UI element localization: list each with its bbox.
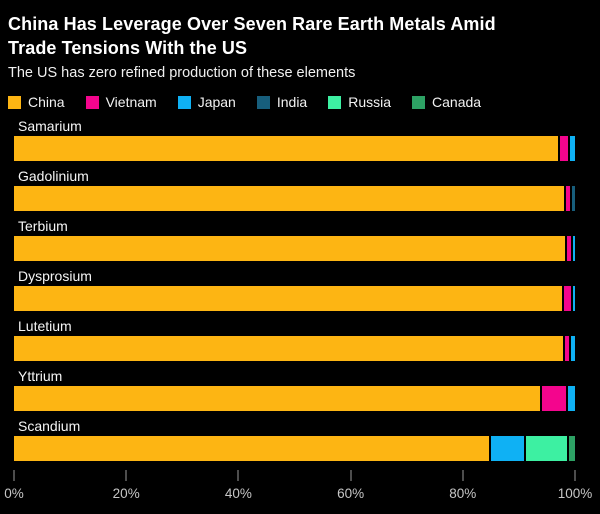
bar-track (14, 336, 575, 361)
bar-label: Yttrium (18, 368, 63, 384)
bar-row: Samarium (14, 118, 575, 161)
axis-tick-label: 20% (112, 486, 140, 501)
legend-item: India (256, 94, 308, 110)
legend-label: Japan (197, 94, 236, 110)
legend-swatch (85, 95, 99, 109)
bar-segment-japan (568, 136, 575, 161)
legend-item: Russia (328, 94, 391, 110)
axis-tick-label: 40% (224, 486, 252, 501)
bar-track (14, 136, 575, 161)
bar-segment-vietnam (565, 236, 571, 261)
legend-swatch (412, 95, 426, 109)
bar-segment-vietnam (563, 186, 571, 211)
legend-label: Russia (348, 94, 392, 110)
legend-swatch (8, 95, 21, 109)
bar-segment-vietnam (558, 136, 569, 161)
bar-segment-vietnam (540, 386, 566, 411)
bar-segment-japan (489, 436, 525, 461)
legend-item: Japan (177, 94, 236, 110)
legend-item: China (8, 94, 65, 110)
bar-segment-japan (566, 386, 575, 411)
bar-segment-china (14, 186, 564, 211)
bar-segment-japan (570, 236, 575, 261)
bar-segment-china (14, 336, 564, 361)
axis-tick (125, 470, 127, 481)
bar-segment-japan (571, 286, 575, 311)
legend-swatch (256, 95, 270, 109)
chart-title-line-1: China Has Leverage Over Seven Rare Earth… (8, 14, 496, 34)
bar-segment-china (14, 286, 563, 311)
x-axis: 0% 20% 40% 60% 80% 100% (4, 470, 592, 508)
bar-label: Terbium (18, 218, 68, 234)
axis-tick-label: 0% (4, 486, 24, 501)
bar-label: Scandium (18, 418, 81, 434)
bar-track (14, 186, 575, 211)
bar-track (14, 286, 575, 311)
bar-segment-india (570, 186, 575, 211)
bar-row: Scandium (14, 418, 575, 461)
bar-segment-canada (567, 436, 575, 461)
bar-track (14, 386, 575, 411)
bar-row: Terbium (14, 218, 575, 261)
bar-segment-vietnam (562, 286, 572, 311)
axis-tick (462, 470, 464, 481)
bar-label: Samarium (18, 118, 82, 134)
bar-segment-russia (524, 436, 568, 461)
axis-tick (574, 470, 576, 481)
legend: China Vietnam Japan India Russia Canada (0, 94, 600, 110)
legend-swatch (328, 95, 342, 109)
bar-label: Lutetium (18, 318, 72, 334)
axis-tick (13, 470, 15, 481)
chart-header: China Has Leverage Over Seven Rare Earth… (0, 10, 600, 82)
bar-segment-china (14, 136, 559, 161)
axis-tick-label: 60% (337, 486, 365, 501)
bar-rows: Samarium Gadolinium Terbium Dysprosium L… (0, 118, 600, 461)
bar-segment-china (14, 386, 541, 411)
bar-segment-china (14, 436, 490, 461)
bar-segment-japan (568, 336, 575, 361)
stacked-bar-chart: Samarium Gadolinium Terbium Dysprosium L… (0, 118, 600, 508)
chart-subtitle: The US has zero refined production of th… (8, 65, 356, 81)
axis-tick (237, 470, 239, 481)
chart-title-line-2: Trade Tensions With the US (8, 38, 248, 58)
axis-tick-label: 80% (449, 486, 477, 501)
bar-segment-vietnam (563, 336, 569, 361)
bar-row: Gadolinium (14, 168, 575, 211)
legend-label: Vietnam (105, 94, 157, 110)
legend-swatch (177, 95, 191, 109)
legend-item: Vietnam (85, 94, 157, 110)
axis-tick (350, 470, 352, 481)
legend-item: Canada (412, 94, 481, 110)
bar-row: Lutetium (14, 318, 575, 361)
bar-track (14, 436, 575, 461)
bar-track (14, 236, 575, 261)
bar-label: Dysprosium (18, 268, 92, 284)
bar-row: Yttrium (14, 368, 575, 411)
bar-label: Gadolinium (18, 168, 89, 184)
bar-row: Dysprosium (14, 268, 575, 311)
axis-tick-label: 100% (557, 486, 593, 501)
legend-label: China (28, 94, 65, 110)
legend-label: India (276, 94, 308, 110)
bar-segment-china (14, 236, 566, 261)
legend-label: Canada (432, 94, 482, 110)
